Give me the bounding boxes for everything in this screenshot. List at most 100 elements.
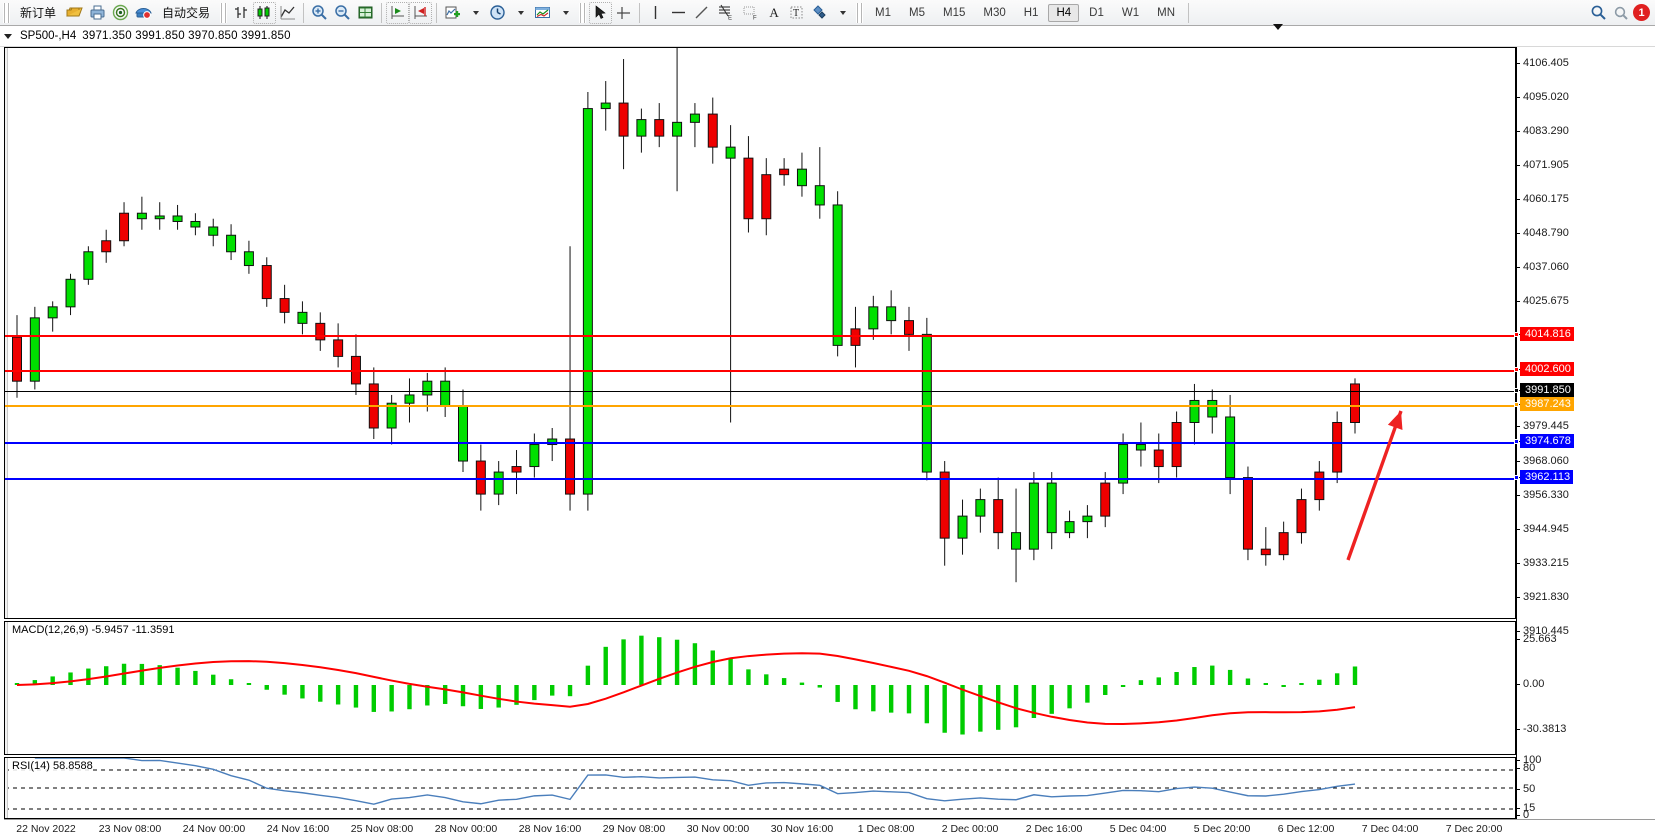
- templates-icon[interactable]: [531, 2, 554, 24]
- crosshair-icon[interactable]: [612, 2, 635, 24]
- price-level-handle[interactable]: [1514, 331, 1519, 337]
- alert-count-badge[interactable]: 1: [1633, 4, 1650, 21]
- toolbar-grip-3[interactable]: [579, 2, 587, 23]
- broadcast-icon[interactable]: [109, 2, 132, 24]
- timeframe-m15[interactable]: M15: [943, 6, 966, 19]
- autotrading-button[interactable]: 自动交易: [155, 2, 217, 24]
- timeframe-m30[interactable]: M30: [983, 6, 1006, 19]
- timeframe-h4[interactable]: H4: [1048, 3, 1080, 22]
- zoom-in-icon[interactable]: [308, 2, 331, 24]
- level-line-support-1[interactable]: [5, 442, 1515, 444]
- macd-histogram-bar: [514, 685, 519, 705]
- price-tick: [1516, 529, 1520, 530]
- timeframe-w1[interactable]: W1: [1121, 6, 1140, 19]
- price-level-handle[interactable]: [1514, 387, 1519, 393]
- candle-body: [618, 102, 629, 137]
- indicator-tick-label: 50: [1523, 783, 1536, 795]
- price-level-handle[interactable]: [1514, 401, 1519, 407]
- text-icon[interactable]: A: [769, 4, 779, 20]
- autotrading-icon[interactable]: [132, 2, 155, 24]
- period-dropdown[interactable]: [509, 2, 531, 24]
- chart-shift-icon[interactable]: [409, 1, 433, 24]
- timeframe-m5[interactable]: M5: [909, 6, 925, 19]
- rsi-pane[interactable]: RSI(14) 58.8588: [4, 757, 1516, 819]
- macd-histogram-bar: [996, 685, 1001, 730]
- timeframe-d1[interactable]: D1: [1089, 6, 1104, 19]
- timeframe-m1[interactable]: M1: [875, 6, 892, 19]
- new-order-button[interactable]: 新订单: [13, 2, 63, 24]
- candle-body: [386, 402, 397, 429]
- shapes-dropdown[interactable]: [831, 2, 853, 24]
- toolbar-grip-2[interactable]: [220, 2, 228, 23]
- macd-pane[interactable]: MACD(12,26,9) -5.9457 -11.3591: [4, 621, 1516, 755]
- candle-body: [832, 204, 843, 346]
- indicator-tick: [1516, 684, 1520, 685]
- macd-histogram-bar: [478, 685, 484, 709]
- level-line-resistance-1[interactable]: [5, 335, 1515, 337]
- time-axis-label: 29 Nov 08:00: [602, 823, 666, 835]
- trendline-icon[interactable]: [690, 2, 713, 24]
- hline-icon[interactable]: [667, 2, 690, 24]
- macd-histogram-bar: [871, 685, 876, 712]
- toolbar-grip-4[interactable]: [856, 2, 864, 23]
- fibo-icon[interactable]: E: [713, 2, 738, 24]
- printer-icon[interactable]: [86, 2, 109, 24]
- timeframe-h1[interactable]: H1: [1023, 6, 1039, 19]
- price-level-label[interactable]: 3974.678: [1520, 434, 1574, 448]
- time-axis[interactable]: 22 Nov 2022 23 Nov 08:00 24 Nov 00:00 24 No…: [4, 819, 1516, 839]
- price-level-handle[interactable]: [1514, 366, 1519, 372]
- price-level-label[interactable]: 3987.243: [1520, 397, 1574, 411]
- candlestick-icon[interactable]: [253, 1, 277, 24]
- timeframe-mn[interactable]: MN: [1157, 6, 1175, 19]
- search-icon[interactable]: [1587, 2, 1610, 24]
- zoom-out-icon[interactable]: [331, 2, 354, 24]
- macd-histogram-bar: [50, 676, 55, 685]
- folder-icon[interactable]: [63, 2, 86, 24]
- rsi-label: RSI(14) 58.8588: [12, 760, 93, 772]
- bar-chart-icon[interactable]: [230, 2, 253, 24]
- macd-histogram-bar: [1263, 683, 1268, 685]
- macd-histogram-bar: [657, 637, 662, 685]
- price-level-handle[interactable]: [1514, 438, 1519, 444]
- candle-body: [208, 226, 219, 236]
- price-level-label[interactable]: 3991.850: [1520, 383, 1574, 397]
- chart-menu-icon[interactable]: [4, 33, 12, 39]
- price-tick-label: 3933.215: [1523, 557, 1569, 569]
- candle-body: [868, 306, 879, 330]
- time-axis-label: 5 Dec 20:00: [1193, 823, 1251, 835]
- chevron-down-icon-2[interactable]: [518, 10, 525, 15]
- templates-dropdown[interactable]: [554, 2, 576, 24]
- level-line-last-price: [5, 391, 1515, 392]
- macd-histogram-bar: [32, 680, 38, 685]
- candle-body: [1189, 399, 1200, 423]
- chevron-down-icon[interactable]: [473, 10, 480, 15]
- time-axis-label: 6 Dec 12:00: [1277, 823, 1335, 835]
- alerts-icon[interactable]: [1610, 2, 1633, 24]
- shapes-icon[interactable]: [808, 2, 831, 24]
- price-level-label[interactable]: 4002.600: [1520, 362, 1574, 376]
- candle-body: [689, 113, 700, 123]
- level-line-support-2[interactable]: [5, 478, 1515, 480]
- cursor-icon[interactable]: [589, 1, 613, 24]
- macd-histogram-bar: [496, 685, 501, 708]
- price-level-label[interactable]: 3962.113: [1520, 470, 1574, 484]
- chevron-down-icon-4[interactable]: [840, 10, 847, 15]
- level-line-resistance-2[interactable]: [5, 370, 1515, 372]
- toolbar-grip[interactable]: [3, 2, 10, 23]
- chevron-down-icon-3[interactable]: [563, 10, 570, 15]
- price-level-label[interactable]: 4014.816: [1520, 327, 1574, 341]
- indicators-icon[interactable]: [441, 2, 464, 24]
- price-pane[interactable]: [4, 47, 1516, 619]
- label-icon[interactable]: T: [785, 2, 808, 24]
- period-icon[interactable]: [486, 2, 509, 24]
- macd-histogram-bar: [567, 685, 573, 697]
- equidistant-channel-icon[interactable]: F: [738, 2, 763, 24]
- scroll-end-icon[interactable]: [386, 1, 410, 24]
- price-axis[interactable]: 4106.405 4095.020 4083.290 4071.905 4060.175…: [1514, 47, 1655, 821]
- vline-icon[interactable]: [644, 2, 667, 24]
- indicators-dropdown[interactable]: [464, 2, 486, 24]
- line-chart-icon[interactable]: [276, 2, 299, 24]
- level-line-pivot[interactable]: [5, 405, 1515, 407]
- price-level-handle[interactable]: [1514, 474, 1519, 480]
- data-window-icon[interactable]: [354, 2, 377, 24]
